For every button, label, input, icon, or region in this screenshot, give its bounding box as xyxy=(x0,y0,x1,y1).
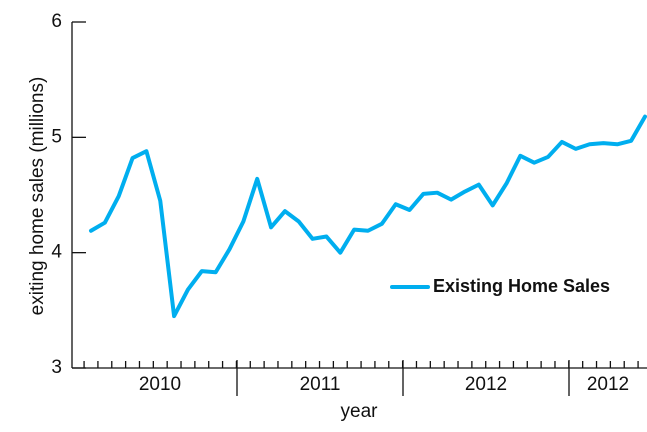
x-tick-label: 2012 xyxy=(465,374,507,395)
x-tick-label: 2012 xyxy=(587,374,629,395)
legend-label: Existing Home Sales xyxy=(433,276,610,296)
x-tick-label: 2011 xyxy=(300,374,341,395)
y-tick-label: 3 xyxy=(51,357,62,378)
series-line xyxy=(89,114,647,319)
x-axis-label: year xyxy=(341,401,379,422)
y-tick-label: 5 xyxy=(51,126,62,147)
x-tick-label: 2010 xyxy=(139,374,181,395)
y-tick-label: 6 xyxy=(51,11,62,32)
y-tick-label: 4 xyxy=(51,242,62,263)
y-axis-label: exiting home sales (millions) xyxy=(27,77,48,316)
